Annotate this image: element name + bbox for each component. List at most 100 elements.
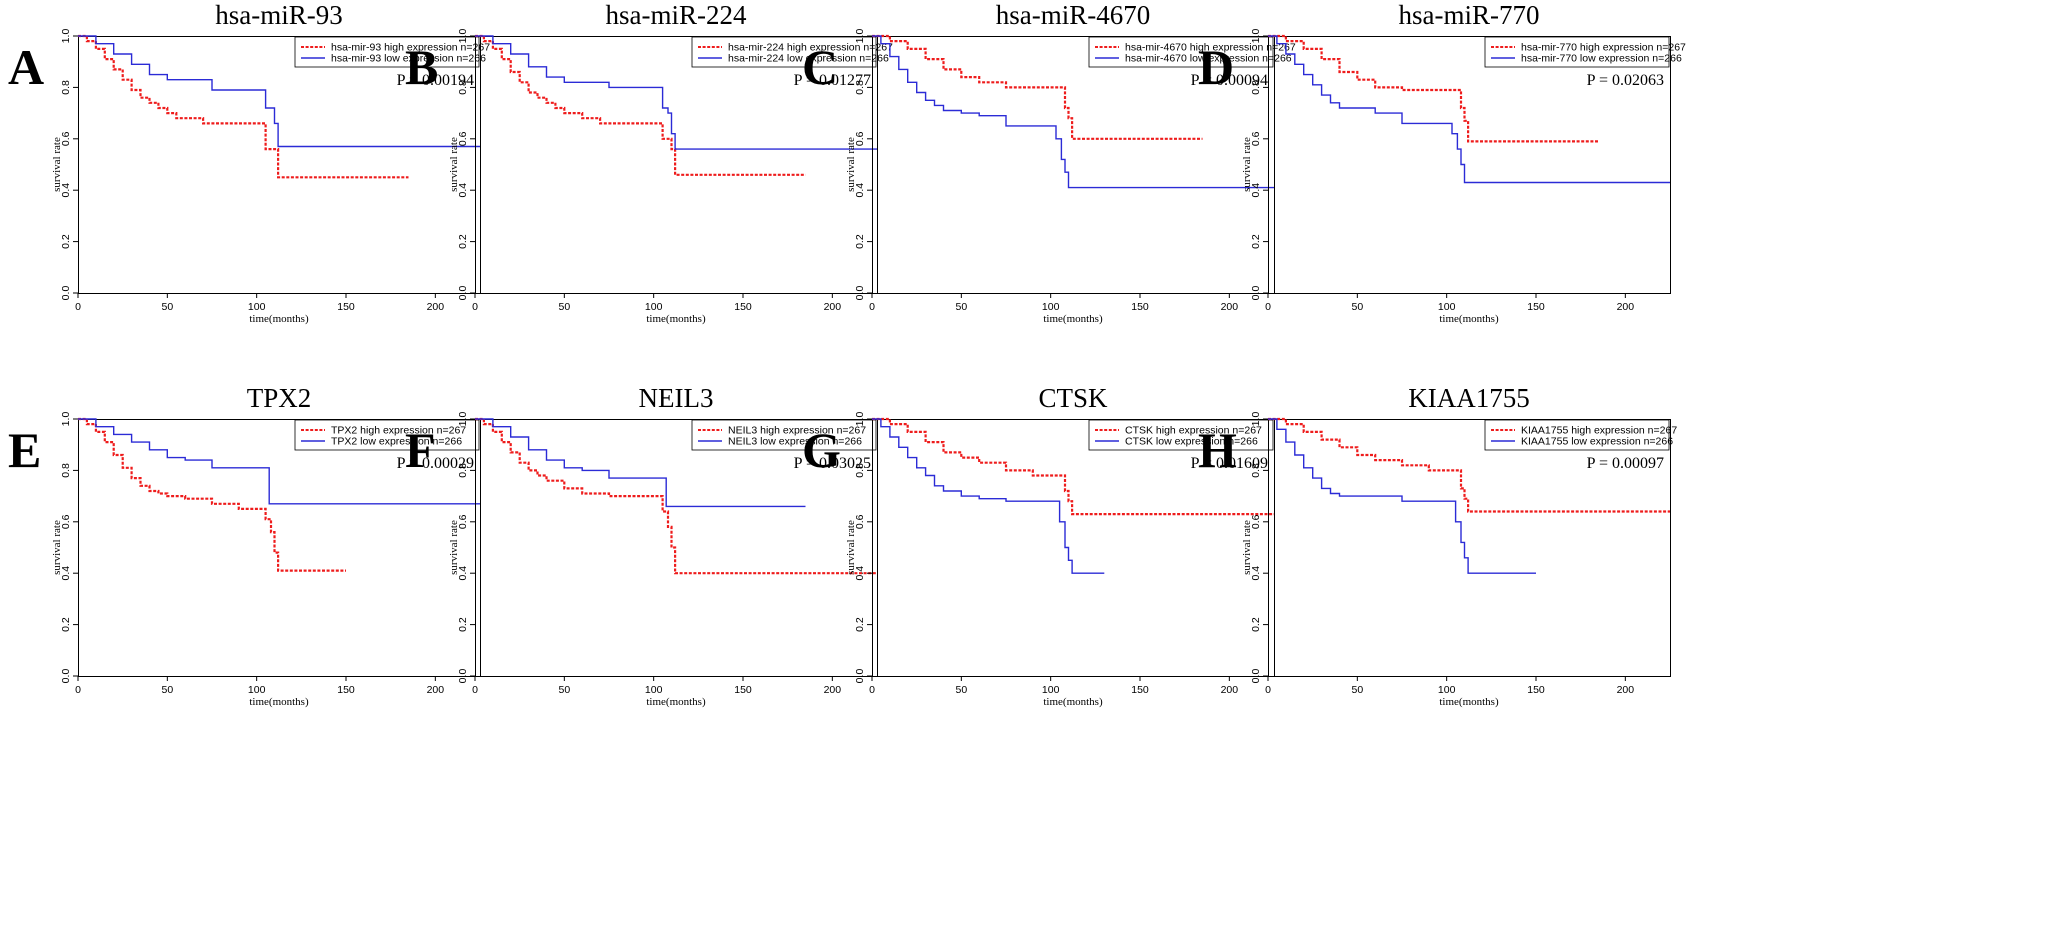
chart-title: CTSK (1038, 383, 1108, 413)
km-panel-h: KIAA1755 H 0.0 0.2 0.4 0.6 0.8 1.0 0 50 100 150 200 t… (1190, 383, 1706, 850)
y-tick-label: 0.8 (60, 80, 72, 95)
y-axis-label: survival rate (1241, 520, 1253, 575)
x-tick-label: 200 (1617, 301, 1635, 313)
y-tick-label: 0.0 (1250, 286, 1262, 301)
x-tick-label: 0 (472, 684, 478, 696)
y-tick-label: 0.2 (457, 234, 469, 249)
low-expression-curve (872, 35, 1274, 189)
x-axis-label: time(months) (1439, 696, 1499, 708)
y-tick-label: 0.8 (457, 80, 469, 95)
x-tick-label: 150 (1527, 684, 1545, 696)
chart-svg: hsa-miR-4670 C 0.0 0.2 0.4 0.6 0.8 1.0 0 50 100 150… (802, 0, 1296, 325)
y-tick-label: 0.4 (1250, 566, 1262, 581)
x-tick-label: 0 (1265, 301, 1271, 313)
legend-label: hsa-mir-770 high expression n=267 (1521, 42, 1686, 54)
km-panel-a: hsa-miR-93 A 0.0 0.2 0.4 0.6 0.8 1.0 0 50 100 150 20… (0, 0, 516, 467)
y-axis-label: survival rate (1241, 137, 1253, 192)
y-tick-label: 0.0 (854, 669, 866, 684)
plot-frame (872, 419, 1275, 677)
y-tick-label: 0.0 (457, 286, 469, 301)
plot-frame (78, 419, 481, 677)
legend-label: hsa-mir-770 low expression n=266 (1521, 53, 1682, 65)
y-tick-label: 0.6 (60, 131, 72, 146)
y-tick-label: 0.2 (457, 617, 469, 632)
x-tick-label: 50 (1351, 301, 1363, 313)
x-tick-label: 100 (1042, 301, 1060, 313)
p-value: P = 0.02063 (1587, 72, 1664, 89)
legend-label: KIAA1755 low expression n=266 (1521, 436, 1673, 448)
y-tick-label: 0.4 (1250, 183, 1262, 198)
high-expression-curve (78, 34, 409, 179)
x-tick-label: 100 (248, 301, 266, 313)
panel-letter: A (8, 39, 44, 95)
low-expression-curve (475, 35, 877, 150)
km-panel-e: TPX2 E 0.0 0.2 0.4 0.6 0.8 1.0 0 50 100 150 200 time(… (0, 383, 516, 850)
x-tick-label: 200 (1221, 684, 1239, 696)
panel-letter: H (1198, 422, 1237, 478)
legend-label: CTSK high expression n=267 (1125, 425, 1262, 437)
y-axis-label: survival rate (845, 137, 857, 192)
plot-frame (872, 36, 1275, 294)
low-expression-curve (1268, 35, 1670, 184)
x-tick-label: 150 (337, 301, 355, 313)
chart-svg: TPX2 E 0.0 0.2 0.4 0.6 0.8 1.0 0 50 100 150 200 time(… (8, 383, 481, 708)
x-tick-label: 50 (1351, 684, 1363, 696)
plot-frame (475, 419, 878, 677)
high-expression-curve (872, 417, 1274, 516)
legend: hsa-mir-224 high expression n=267hsa-mir… (691, 36, 893, 68)
chart-title: KIAA1755 (1408, 383, 1530, 413)
y-tick-label: 0.4 (854, 183, 866, 198)
legend-label: KIAA1755 high expression n=267 (1521, 425, 1677, 437)
x-tick-label: 0 (75, 301, 81, 313)
panel-letter: E (8, 422, 41, 478)
legend-label: CTSK low expression n=266 (1125, 436, 1258, 448)
legend-label: hsa-mir-4670 low expression n=266 (1125, 53, 1292, 65)
legend-label: NEIL3 high expression n=267 (728, 425, 866, 437)
legend-label: hsa-mir-4670 high expression n=267 (1125, 42, 1296, 54)
y-tick-label: 0.0 (60, 669, 72, 684)
x-tick-label: 50 (161, 301, 173, 313)
y-tick-label: 1.0 (854, 412, 866, 427)
legend-box (1088, 419, 1274, 451)
chart-svg: KIAA1755 H 0.0 0.2 0.4 0.6 0.8 1.0 0 50 100 150 200 t… (1198, 383, 1677, 708)
x-tick-label: 50 (161, 684, 173, 696)
x-tick-label: 0 (869, 684, 875, 696)
y-tick-label: 0.4 (457, 566, 469, 581)
panel-letter: B (405, 39, 438, 95)
x-tick-label: 150 (337, 684, 355, 696)
p-value: P = 0.00194 (397, 72, 474, 89)
x-tick-label: 200 (427, 301, 445, 313)
y-tick-label: 0.0 (1250, 669, 1262, 684)
x-tick-label: 150 (734, 301, 752, 313)
y-tick-label: 0.6 (1250, 131, 1262, 146)
x-axis-label: time(months) (646, 696, 706, 708)
y-tick-label: 0.4 (854, 566, 866, 581)
x-axis-label: time(months) (1043, 696, 1103, 708)
y-tick-label: 1.0 (1250, 29, 1262, 44)
chart-svg: hsa-miR-224 B 0.0 0.2 0.4 0.6 0.8 1.0 0 50 100 150 2… (405, 0, 893, 325)
legend: hsa-mir-770 high expression n=267hsa-mir… (1484, 36, 1686, 68)
chart-svg: CTSK G 0.0 0.2 0.4 0.6 0.8 1.0 0 50 100 150 200 time(… (802, 383, 1275, 708)
x-tick-label: 0 (869, 301, 875, 313)
legend: hsa-mir-93 high expression n=267hsa-mir-… (294, 36, 490, 68)
km-panel-b: hsa-miR-224 B 0.0 0.2 0.4 0.6 0.8 1.0 0 50 100 150 2… (397, 0, 913, 467)
x-tick-label: 200 (824, 684, 842, 696)
y-tick-label: 1.0 (60, 412, 72, 427)
chart-title: hsa-miR-4670 (996, 0, 1151, 30)
legend-box (1088, 36, 1274, 68)
chart-title: hsa-miR-224 (606, 0, 747, 30)
legend-label: hsa-mir-224 low expression n=266 (728, 53, 889, 65)
x-tick-label: 100 (1438, 684, 1456, 696)
chart-svg: NEIL3 F 0.0 0.2 0.4 0.6 0.8 1.0 0 50 100 150 200 time… (405, 383, 878, 708)
x-axis-label: time(months) (249, 313, 309, 325)
legend-label: TPX2 high expression n=267 (331, 425, 466, 437)
legend: hsa-mir-4670 high expression n=267hsa-mi… (1088, 36, 1296, 68)
y-tick-label: 0.8 (1250, 80, 1262, 95)
p-value: P = 0.01277 (794, 72, 871, 89)
chart-svg: hsa-miR-770 D 0.0 0.2 0.4 0.6 0.8 1.0 0 50 100 150 2… (1198, 0, 1686, 325)
chart-title: NEIL3 (639, 383, 714, 413)
legend-box (691, 419, 877, 451)
